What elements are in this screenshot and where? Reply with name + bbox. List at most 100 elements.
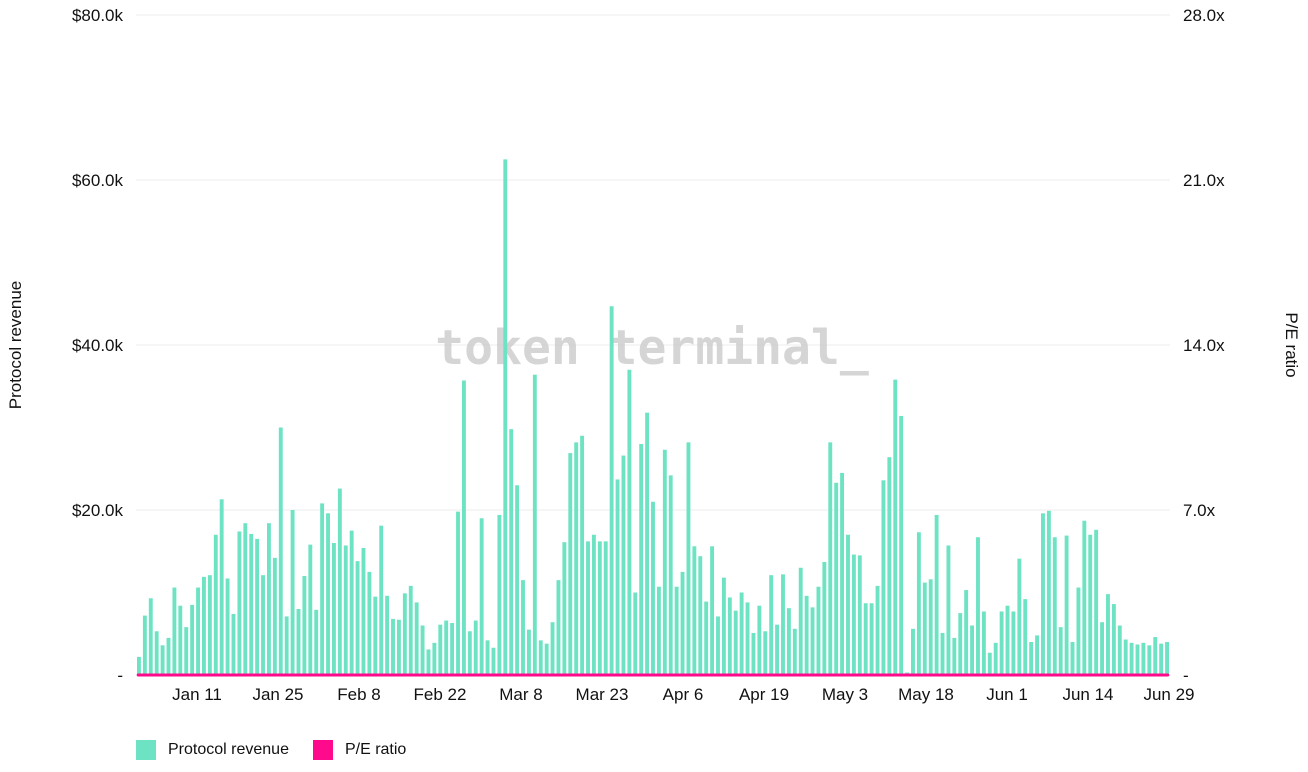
revenue-bar[interactable]	[580, 435, 585, 675]
revenue-bar[interactable]	[692, 546, 697, 675]
revenue-bar[interactable]	[857, 555, 862, 676]
revenue-bar[interactable]	[934, 514, 939, 675]
revenue-bar[interactable]	[515, 485, 520, 675]
revenue-bar[interactable]	[680, 571, 685, 676]
revenue-bar[interactable]	[243, 523, 248, 675]
revenue-bar[interactable]	[473, 620, 478, 675]
revenue-bar[interactable]	[467, 631, 472, 675]
revenue-bar[interactable]	[763, 631, 768, 675]
revenue-bar[interactable]	[609, 306, 614, 675]
revenue-bar[interactable]	[1117, 625, 1122, 676]
revenue-bar[interactable]	[633, 592, 638, 676]
revenue-bar[interactable]	[237, 531, 242, 675]
revenue-bar[interactable]	[509, 429, 514, 675]
revenue-bar[interactable]	[574, 442, 579, 675]
revenue-bar[interactable]	[178, 605, 183, 675]
revenue-bar[interactable]	[1023, 599, 1028, 675]
revenue-bar[interactable]	[727, 597, 732, 675]
revenue-bar[interactable]	[893, 379, 898, 675]
revenue-bar[interactable]	[544, 643, 549, 675]
revenue-bar[interactable]	[958, 613, 963, 676]
revenue-bar[interactable]	[1011, 611, 1016, 675]
revenue-bar[interactable]	[296, 609, 301, 675]
revenue-bar[interactable]	[190, 604, 195, 676]
revenue-bar[interactable]	[739, 592, 744, 676]
revenue-bar[interactable]	[137, 656, 141, 675]
revenue-bar[interactable]	[355, 561, 360, 675]
revenue-bar[interactable]	[538, 640, 543, 675]
revenue-bar[interactable]	[444, 620, 449, 675]
revenue-bar[interactable]	[716, 616, 720, 675]
revenue-bar[interactable]	[213, 534, 218, 675]
revenue-bar[interactable]	[993, 642, 998, 675]
revenue-bar[interactable]	[438, 624, 443, 675]
revenue-bar[interactable]	[1088, 534, 1093, 675]
revenue-bar[interactable]	[420, 625, 425, 676]
revenue-bar[interactable]	[261, 575, 265, 675]
revenue-bar[interactable]	[402, 593, 407, 675]
revenue-bar[interactable]	[828, 442, 833, 675]
revenue-bar[interactable]	[757, 605, 762, 675]
revenue-bar[interactable]	[662, 449, 667, 675]
revenue-bar[interactable]	[219, 499, 224, 675]
revenue-bar[interactable]	[461, 380, 466, 675]
revenue-bar[interactable]	[278, 427, 283, 676]
revenue-bar[interactable]	[320, 503, 325, 675]
revenue-bar[interactable]	[1123, 639, 1128, 675]
revenue-bar[interactable]	[591, 534, 596, 675]
revenue-bar[interactable]	[231, 613, 236, 675]
revenue-bar[interactable]	[503, 159, 508, 676]
revenue-bar[interactable]	[456, 511, 460, 675]
revenue-bar[interactable]	[698, 556, 703, 675]
revenue-bar[interactable]	[645, 412, 650, 675]
revenue-bar[interactable]	[207, 575, 212, 675]
revenue-bar[interactable]	[1076, 587, 1081, 675]
revenue-bar[interactable]	[308, 544, 313, 675]
revenue-bar[interactable]	[432, 642, 437, 675]
revenue-bar[interactable]	[349, 530, 354, 676]
revenue-bar[interactable]	[792, 628, 797, 675]
revenue-bar[interactable]	[964, 590, 969, 675]
revenue-bar[interactable]	[414, 602, 419, 675]
revenue-bar[interactable]	[367, 571, 372, 676]
revenue-bar[interactable]	[302, 576, 307, 675]
revenue-bar[interactable]	[751, 632, 756, 675]
revenue-bar[interactable]	[786, 608, 791, 675]
revenue-bar[interactable]	[450, 623, 455, 675]
revenue-bar[interactable]	[597, 541, 602, 675]
revenue-bar[interactable]	[981, 611, 986, 675]
revenue-bar[interactable]	[142, 615, 147, 675]
revenue-bar[interactable]	[639, 444, 644, 675]
revenue-bar[interactable]	[603, 541, 608, 675]
revenue-bar[interactable]	[562, 542, 567, 675]
revenue-bar[interactable]	[331, 543, 336, 675]
revenue-bar[interactable]	[881, 480, 886, 675]
revenue-bar[interactable]	[668, 475, 673, 675]
revenue-bar[interactable]	[1070, 642, 1075, 675]
revenue-bar[interactable]	[314, 609, 319, 675]
revenue-bar[interactable]	[999, 611, 1004, 675]
revenue-bar[interactable]	[196, 587, 200, 675]
revenue-bar[interactable]	[781, 574, 785, 675]
revenue-bar[interactable]	[160, 645, 165, 675]
revenue-bar[interactable]	[1111, 604, 1116, 675]
revenue-bar[interactable]	[266, 523, 271, 675]
revenue-bar[interactable]	[408, 585, 413, 675]
revenue-bar[interactable]	[651, 501, 655, 675]
revenue-bar[interactable]	[497, 514, 502, 675]
revenue-bar[interactable]	[249, 533, 254, 675]
revenue-bar[interactable]	[869, 603, 874, 675]
revenue-bar[interactable]	[834, 482, 839, 675]
revenue-bar[interactable]	[1106, 594, 1110, 675]
revenue-bar[interactable]	[775, 624, 780, 675]
revenue-bar[interactable]	[396, 619, 401, 675]
revenue-bar[interactable]	[586, 541, 590, 675]
revenue-bar[interactable]	[1147, 645, 1152, 675]
revenue-bar[interactable]	[154, 631, 159, 675]
revenue-bar[interactable]	[326, 513, 330, 675]
revenue-bar[interactable]	[485, 640, 490, 675]
revenue-bar[interactable]	[479, 518, 484, 675]
revenue-bar[interactable]	[810, 607, 815, 675]
revenue-bar[interactable]	[987, 652, 992, 675]
revenue-bar[interactable]	[922, 582, 927, 675]
